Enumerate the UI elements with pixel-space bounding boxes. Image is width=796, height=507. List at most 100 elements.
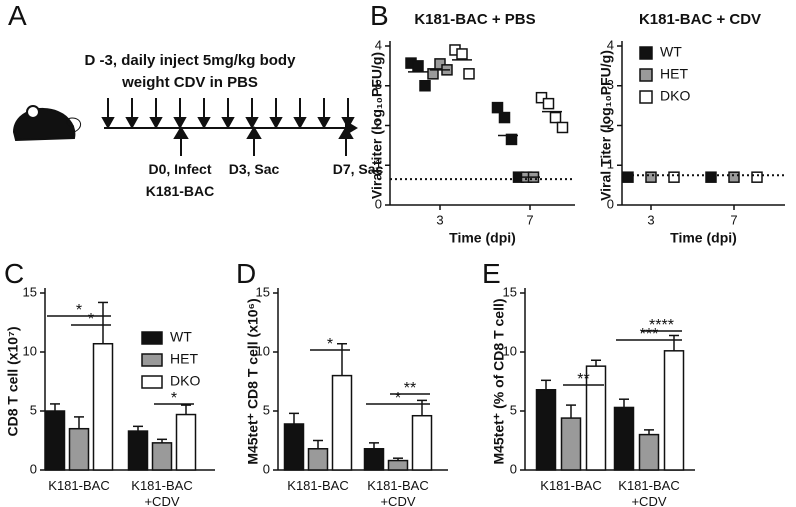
injection-arrow <box>293 98 307 130</box>
legend-swatch <box>141 331 163 345</box>
significance-label: * <box>171 390 177 407</box>
mouse-ear <box>26 105 40 119</box>
x-tick-label: K181-BAC <box>540 478 602 493</box>
x-axis-label: Time (dpi) <box>670 230 737 246</box>
legend-label: WT <box>170 329 192 345</box>
panel-label: A <box>8 0 27 31</box>
x-tick-label: 7 <box>526 212 533 227</box>
y-tick-label: 0 <box>30 461 37 476</box>
y-tick-label: 5 <box>510 402 517 417</box>
bar <box>663 350 685 471</box>
bar <box>363 448 385 471</box>
treatment-text: D -3, daily inject 5mg/kg body weight CD… <box>84 52 296 91</box>
bar <box>151 442 173 471</box>
significance-label: **** <box>649 317 674 334</box>
significance-label: * <box>327 336 333 353</box>
bar <box>331 374 353 471</box>
y-axis-label: CD8 T cell (x10⁷) <box>5 326 21 436</box>
y-tick-label: 10 <box>503 343 517 358</box>
significance-label: ** <box>404 380 416 397</box>
data-point <box>434 58 446 70</box>
legend-swatch <box>639 46 653 60</box>
y-tick-label: 2 <box>375 117 382 132</box>
x-tick-label: K181-BAC <box>287 478 349 493</box>
data-point <box>535 91 548 104</box>
significance-label: * <box>76 302 82 319</box>
injection-arrow <box>269 98 283 130</box>
y-tick-label: 3 <box>607 77 614 92</box>
y-tick-label: 15 <box>503 284 517 299</box>
legend-swatch <box>639 68 653 82</box>
y-axis-label: Viral titer (log₁₀PFU/g) <box>369 52 385 199</box>
y-axis-label: M45tet⁺ CD8 T cell (x10⁶) <box>245 298 261 464</box>
data-point <box>549 111 562 124</box>
y-tick-label: 1 <box>375 157 382 172</box>
event-arrow <box>338 126 354 156</box>
data-point <box>427 68 439 80</box>
data-point <box>412 60 424 72</box>
chart-title: K181-BAC + CDV <box>639 11 761 28</box>
injection-arrows <box>101 98 355 130</box>
x-tick-label: 3 <box>647 212 654 227</box>
bar <box>307 448 329 471</box>
significance-label: * <box>395 390 401 407</box>
injection-arrow <box>101 98 115 130</box>
bar <box>44 410 66 471</box>
y-tick-label: 0 <box>510 461 517 476</box>
event-label: D7, Sac <box>332 161 384 177</box>
y-tick-label: 10 <box>23 343 37 358</box>
y-tick-label: 2 <box>607 117 614 132</box>
data-point <box>498 111 511 124</box>
x-tick-label: K181-BAC +CDV <box>367 478 429 507</box>
data-point <box>491 101 504 114</box>
mouse-tail <box>66 117 81 133</box>
legend-label: DKO <box>660 88 690 104</box>
y-tick-label: 10 <box>256 343 270 358</box>
data-point <box>419 80 431 92</box>
legend-label: HET <box>170 351 198 367</box>
bar <box>127 430 149 471</box>
legend-label: HET <box>660 66 688 82</box>
y-tick-label: 1 <box>607 157 614 172</box>
bar <box>411 414 433 471</box>
y-tick-label: 0 <box>607 196 614 211</box>
event-label: D0, Infect K181-BAC <box>145 161 215 199</box>
legend-label: DKO <box>170 373 200 389</box>
bar <box>387 459 409 471</box>
panel-label: B <box>370 0 389 31</box>
legend-swatch <box>141 353 163 367</box>
data-point <box>705 171 717 183</box>
data-point <box>505 133 518 146</box>
y-tick-label: 5 <box>263 402 270 417</box>
bar <box>68 427 90 471</box>
schematic <box>12 98 358 156</box>
bar <box>638 433 660 471</box>
data-point <box>668 171 680 183</box>
injection-arrow <box>173 98 187 130</box>
y-tick-label: 0 <box>263 461 270 476</box>
y-tick-label: 4 <box>607 37 614 52</box>
significance-label: ** <box>577 371 589 388</box>
bar <box>585 365 607 471</box>
chart-title: K181-BAC + PBS <box>414 11 535 28</box>
injection-arrow <box>317 98 331 130</box>
bar <box>283 423 305 471</box>
y-tick-label: 15 <box>23 284 37 299</box>
injection-arrow <box>125 98 139 130</box>
panel-label: E <box>482 258 501 289</box>
data-point <box>728 171 740 183</box>
event-arrow <box>173 126 189 156</box>
data-point <box>645 171 657 183</box>
mouse-body <box>12 107 76 142</box>
data-point <box>751 171 763 183</box>
y-axis-label: Viral Titer (log₁₀PFU/g) <box>598 50 614 201</box>
data-point <box>542 97 555 110</box>
y-tick-label: 5 <box>30 402 37 417</box>
panel-label: D <box>236 258 257 289</box>
data-point <box>556 121 569 134</box>
y-tick-label: 3 <box>375 77 382 92</box>
data-point <box>456 48 468 60</box>
event-arrow <box>246 126 262 156</box>
event-label: D3, Sac <box>228 161 280 177</box>
